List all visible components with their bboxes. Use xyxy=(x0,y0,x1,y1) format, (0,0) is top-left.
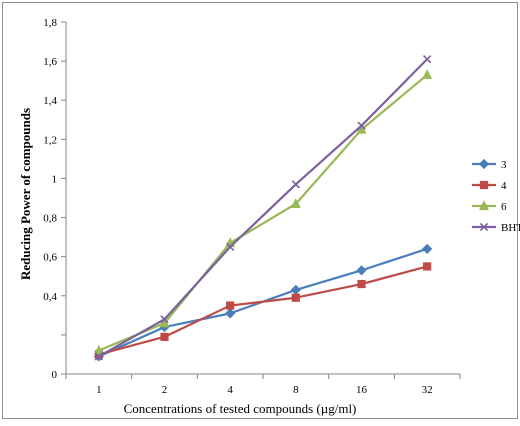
legend-item: 6 xyxy=(472,200,507,213)
series-line xyxy=(98,58,428,358)
x-tick-label: 2 xyxy=(162,384,168,396)
data-point xyxy=(291,180,300,189)
legend-swatch-marker xyxy=(478,200,490,211)
series-group xyxy=(93,54,433,362)
data-point xyxy=(94,352,103,361)
data-point xyxy=(291,293,300,302)
series-line xyxy=(98,73,428,352)
data-point xyxy=(356,265,367,276)
legend-label: 3 xyxy=(501,159,507,171)
data-point xyxy=(357,279,366,289)
y-tick-label: 1,2 xyxy=(43,134,57,146)
y-tick-label: 1,4 xyxy=(43,95,57,107)
data-point xyxy=(226,301,235,310)
chart-border xyxy=(2,2,518,419)
data-point xyxy=(93,344,104,355)
legend-label: BHT xyxy=(501,222,520,234)
x-tick-label: 16 xyxy=(356,384,368,396)
x-tick-label: 32 xyxy=(422,384,433,396)
legend-item: BHT xyxy=(472,222,520,234)
legend: 3 4 6 BHT xyxy=(472,158,520,234)
y-tick-label: 0,6 xyxy=(43,252,57,264)
data-point xyxy=(226,242,235,252)
data-point xyxy=(357,121,366,130)
y-tick-label: 0 xyxy=(52,369,58,381)
y-tick-label: 0,4 xyxy=(43,291,57,303)
x-axis-title: Concentrations of tested compounds (µg/m… xyxy=(124,401,357,416)
x-tick-label: 8 xyxy=(293,384,299,396)
series-3 xyxy=(94,54,432,361)
data-point xyxy=(356,123,367,134)
legend-swatch-marker xyxy=(479,180,489,190)
legend-swatch-marker xyxy=(478,158,490,170)
y-axis-title: Reducing Power of compounds xyxy=(18,108,33,280)
data-point xyxy=(160,315,169,324)
series-line xyxy=(98,265,428,356)
legend-label: 4 xyxy=(501,180,507,192)
data-point xyxy=(423,54,432,64)
y-tick-label: 1,8 xyxy=(43,17,57,29)
x-tick-label: 4 xyxy=(227,384,233,396)
y-tick-label: 0,8 xyxy=(43,213,57,225)
data-point xyxy=(423,262,432,271)
legend-label: 6 xyxy=(501,201,507,213)
y-tick-label: 1 xyxy=(52,173,58,185)
series-2 xyxy=(93,69,433,355)
legend-swatch-marker xyxy=(479,222,489,232)
data-point xyxy=(160,332,169,341)
data-point xyxy=(225,308,236,319)
legend-item: 3 xyxy=(472,158,507,171)
data-point xyxy=(422,243,433,254)
y-tick-label: 1,6 xyxy=(43,56,57,68)
legend-item: 4 xyxy=(472,180,507,192)
axes: 0 0,4 0,6 0,8 1 1,2 1,4 1,6 1,8 1 2 4 8 16 32 xyxy=(43,17,461,396)
data-point xyxy=(159,317,170,328)
x-tick-label: 1 xyxy=(96,384,102,396)
data-point xyxy=(422,69,433,79)
data-point xyxy=(290,198,301,208)
